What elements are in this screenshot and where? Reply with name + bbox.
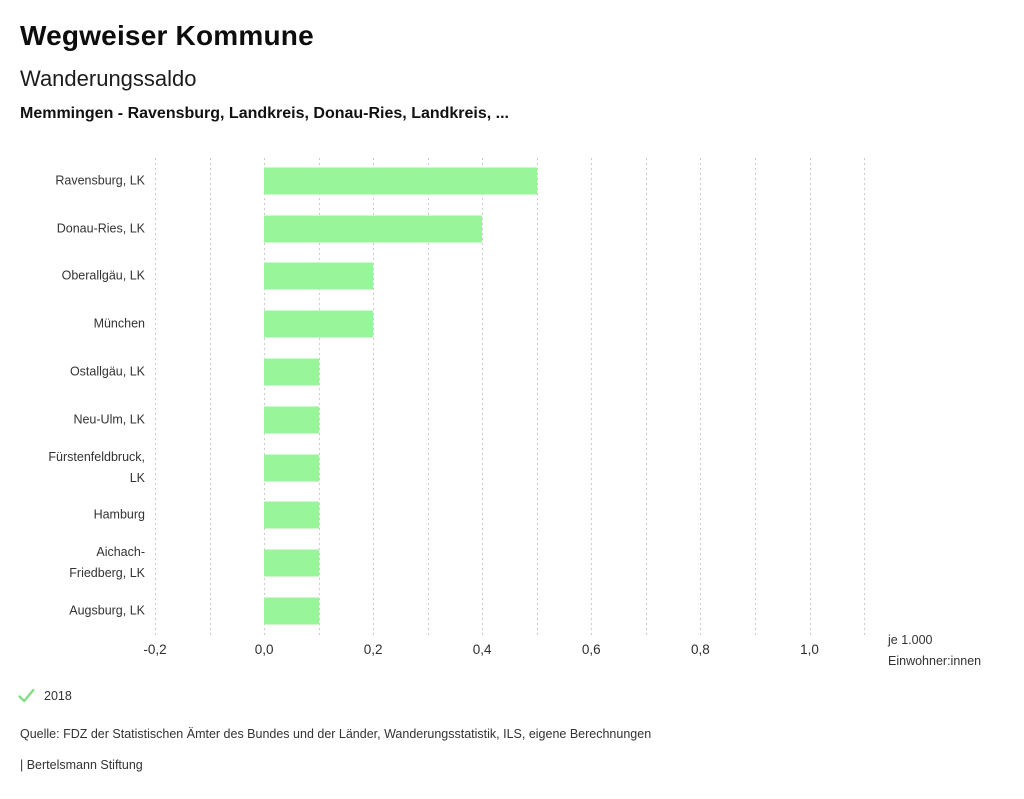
category-label-line: Ostallgäu, LK (69, 364, 145, 379)
category-label-line: Fürstenfeldbruck, (48, 449, 145, 464)
legend-year-toggle[interactable]: 2018 (18, 687, 72, 704)
source-text: Quelle: FDZ der Statistischen Ämter des … (20, 727, 652, 741)
bar-row: Augsburg, LK (0, 587, 1024, 635)
category-label-line: Oberallgäu, LK (61, 268, 145, 283)
category-label-line: Ravensburg, LK (55, 173, 145, 188)
x-axis-unit-line1: je 1.000 (888, 633, 933, 647)
category-label: Ostallgäu, LK (37, 362, 145, 383)
bar[interactable] (264, 549, 319, 577)
x-axis-tick-label: 0,6 (581, 642, 601, 657)
category-label-line: Augsburg, LK (69, 603, 145, 618)
category-label-line: Friedberg, LK (69, 566, 145, 581)
bar-row: Fürstenfeldbruck, LK (0, 444, 1024, 492)
gridline (536, 158, 538, 636)
bar-row: Ravensburg, LK (0, 157, 1024, 205)
category-label: Fürstenfeldbruck, LK (37, 447, 145, 489)
gridline (427, 158, 429, 636)
gridline (754, 158, 756, 636)
page-title: Wegweiser Kommune (20, 20, 314, 51)
x-axis-unit-label: je 1.000 Einwohner:innen (888, 630, 981, 672)
category-label: Hamburg (37, 505, 145, 526)
gridline (209, 158, 211, 636)
bar[interactable] (264, 262, 374, 290)
category-label-line: Hamburg (93, 507, 145, 522)
bar[interactable] (264, 406, 319, 434)
gridline (373, 158, 375, 636)
category-label: München (37, 314, 145, 335)
x-axis-tick-label: -0,2 (143, 642, 167, 657)
bar-row: Aichach- Friedberg, LK (0, 539, 1024, 587)
bar-row: Neu-Ulm, LK (0, 396, 1024, 444)
x-axis-tick-label: 0,8 (691, 642, 710, 657)
category-label-line: LK (129, 470, 145, 485)
bar[interactable] (264, 597, 319, 625)
category-label-line: München (93, 316, 145, 331)
gridline (482, 158, 484, 636)
legend-year-label: 2018 (44, 688, 72, 703)
bar[interactable] (264, 454, 319, 482)
bar[interactable] (264, 310, 374, 338)
category-label: Donau-Ries, LK (37, 218, 145, 239)
gridline (864, 158, 865, 636)
bar-row: Hamburg (0, 492, 1024, 540)
gridline (591, 158, 593, 636)
category-label: Oberallgäu, LK (37, 266, 145, 287)
x-axis-tick-label: 0,2 (363, 642, 383, 657)
gridline (645, 158, 647, 636)
bar[interactable] (264, 167, 537, 195)
bar[interactable] (264, 215, 483, 243)
bar-rows: Ravensburg, LK Donau-Ries, LK Oberallgäu, … (0, 157, 1024, 635)
bar-row: Donau-Ries, LK (0, 205, 1024, 253)
gridline (809, 158, 811, 636)
bar-row: Ostallgäu, LK (0, 348, 1024, 396)
category-label: Aichach- Friedberg, LK (37, 542, 145, 584)
chart-selection-subtitle: Memmingen - Ravensburg, Landkreis, Donau… (20, 105, 509, 122)
bar-row: Oberallgäu, LK (0, 253, 1024, 301)
gridline (155, 158, 156, 636)
x-axis-tick-label: 1,0 (800, 642, 819, 657)
x-axis-tick-label: 0,4 (472, 642, 492, 657)
x-axis-unit-line2: Einwohner:innen (888, 654, 982, 668)
category-label-line: Neu-Ulm, LK (73, 412, 145, 427)
gridline (264, 158, 266, 636)
category-label-line: Aichach- (96, 545, 145, 560)
category-label-line: Donau-Ries, LK (56, 221, 145, 236)
chart-title: Wanderungssaldo (20, 66, 197, 91)
gridline (318, 158, 320, 636)
category-label: Neu-Ulm, LK (37, 409, 145, 430)
gridline (700, 158, 702, 636)
bar-row: München (0, 300, 1024, 348)
bar[interactable] (264, 358, 319, 386)
migration-balance-bar-chart: Ravensburg, LK Donau-Ries, LK Oberallgäu, … (0, 157, 1024, 672)
x-axis-tick-label: 0,0 (254, 642, 274, 657)
checkmark-icon (18, 689, 35, 703)
category-label: Augsburg, LK (37, 601, 145, 622)
branding-text: | Bertelsmann Stiftung (20, 758, 143, 772)
category-label: Ravensburg, LK (37, 170, 145, 191)
bar[interactable] (264, 501, 319, 529)
